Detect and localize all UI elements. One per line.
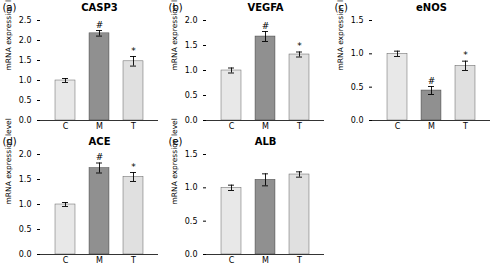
svg-text:1.5: 1.5 [185, 41, 198, 50]
svg-text:T: T [130, 256, 136, 265]
svg-text:2.0: 2.0 [185, 16, 198, 25]
svg-text:eNOS: eNOS [416, 2, 447, 13]
svg-text:0.5: 0.5 [19, 225, 32, 234]
svg-text:C: C [63, 122, 69, 131]
svg-text:C: C [229, 122, 235, 131]
svg-text:T: T [296, 122, 302, 131]
svg-text:*: * [131, 162, 136, 172]
svg-text:#: # [96, 20, 104, 30]
svg-text:2.0: 2.0 [19, 36, 32, 45]
svg-text:0.0: 0.0 [351, 116, 364, 125]
svg-text:#: # [428, 76, 436, 86]
svg-text:1.5: 1.5 [185, 150, 198, 159]
svg-text:T: T [296, 256, 302, 265]
svg-text:mRNA expression level: mRNA expression level [4, 0, 13, 71]
svg-text:mRNA expression level: mRNA expression level [170, 0, 179, 71]
svg-text:1.5: 1.5 [19, 175, 32, 184]
svg-text:0.5: 0.5 [19, 96, 32, 105]
svg-text:*: * [131, 46, 136, 56]
svg-text:0.0: 0.0 [19, 116, 32, 125]
svg-text:1.0: 1.0 [19, 76, 32, 85]
svg-text:C: C [63, 256, 69, 265]
svg-text:M: M [96, 122, 103, 131]
svg-text:0.5: 0.5 [351, 83, 364, 92]
svg-text:C: C [229, 256, 235, 265]
svg-text:0.5: 0.5 [185, 91, 198, 100]
svg-text:#: # [262, 21, 270, 31]
svg-text:#: # [96, 152, 104, 162]
svg-text:T: T [130, 122, 136, 131]
svg-text:2.5: 2.5 [19, 16, 32, 25]
svg-text:1.5: 1.5 [351, 16, 364, 25]
svg-text:mRNA expression level: mRNA expression level [336, 0, 345, 71]
svg-text:0.0: 0.0 [19, 250, 32, 259]
svg-text:CASP3: CASP3 [81, 2, 118, 13]
svg-text:VEGFA: VEGFA [247, 2, 283, 13]
svg-text:mRNA expression level: mRNA expression level [170, 118, 179, 204]
svg-text:mRNA expression level: mRNA expression level [4, 118, 13, 204]
svg-text:M: M [96, 256, 103, 265]
svg-text:M: M [262, 122, 269, 131]
svg-text:1.5: 1.5 [19, 56, 32, 65]
svg-text:0.0: 0.0 [185, 250, 198, 259]
svg-text:1.0: 1.0 [185, 66, 198, 75]
svg-text:C: C [395, 122, 401, 131]
svg-text:*: * [463, 50, 468, 60]
svg-text:ALB: ALB [255, 136, 277, 147]
svg-text:T: T [462, 122, 468, 131]
svg-text:0.0: 0.0 [185, 116, 198, 125]
svg-text:1.0: 1.0 [185, 183, 198, 192]
svg-text:1.0: 1.0 [351, 49, 364, 58]
svg-text:ACE: ACE [89, 136, 111, 147]
svg-text:*: * [297, 41, 302, 51]
svg-text:2.0: 2.0 [19, 150, 32, 159]
svg-text:1.0: 1.0 [19, 200, 32, 209]
svg-text:M: M [262, 256, 269, 265]
svg-text:M: M [428, 122, 435, 131]
svg-text:0.5: 0.5 [185, 217, 198, 226]
